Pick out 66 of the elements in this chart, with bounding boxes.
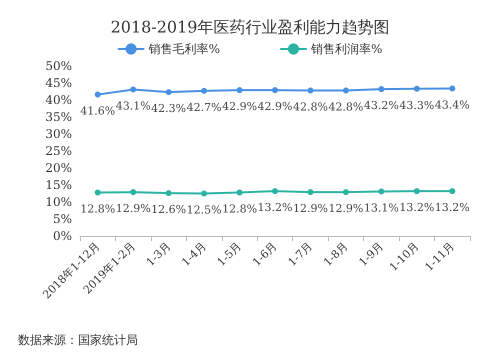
point: [449, 85, 456, 92]
x-tick-label: 1-9月: [356, 239, 386, 269]
point: [449, 188, 456, 194]
point: [414, 86, 420, 92]
y-tick-label: 5%: [52, 212, 72, 226]
point: [342, 87, 349, 94]
data-label: 43.3%: [399, 98, 434, 112]
point: [272, 188, 278, 194]
source-note: 数据来源：国家统计局: [18, 333, 138, 347]
point: [272, 87, 278, 94]
point: [378, 86, 384, 92]
data-label: 12.9%: [116, 202, 151, 216]
y-tick-label: 45%: [45, 76, 72, 90]
data-label: 12.5%: [186, 204, 222, 216]
point: [94, 189, 101, 196]
y-tick-label: 15%: [45, 178, 72, 192]
data-label: 42.8%: [328, 100, 364, 114]
point: [94, 92, 101, 98]
y-tick-label: 20%: [45, 161, 72, 175]
data-label: 13.1%: [364, 201, 399, 214]
x-tick-label: 1-7月: [286, 239, 316, 269]
y-tick-label: 40%: [45, 93, 72, 107]
y-tick-label: 0%: [52, 229, 72, 243]
data-label: 12.6%: [151, 203, 186, 216]
point: [166, 89, 172, 96]
data-label: 13.2%: [258, 201, 292, 214]
data-label: 12.8%: [80, 202, 116, 216]
data-label: 43.1%: [116, 99, 151, 112]
point: [307, 87, 314, 94]
data-label: 42.7%: [186, 100, 222, 114]
point: [378, 188, 384, 194]
x-tick-label: 1-4月: [179, 239, 209, 269]
legend-label: 销售利润率%: [310, 42, 382, 56]
data-label: 42.9%: [222, 100, 258, 114]
data-label: 12.9%: [328, 202, 364, 216]
data-label: 12.9%: [292, 202, 328, 216]
data-label: 42.9%: [258, 100, 292, 114]
chart-title: 2018-2019年医药行业盈利能力趋势图: [110, 18, 390, 36]
data-label: 12.8%: [222, 202, 258, 216]
point: [166, 190, 172, 196]
y-tick-label: 25%: [45, 144, 72, 158]
x-tick-label: 1-6月: [250, 239, 280, 269]
point: [201, 88, 208, 94]
data-label: 13.2%: [434, 201, 470, 214]
point: [307, 189, 314, 196]
point: [342, 189, 349, 196]
data-label: 41.6%: [80, 104, 116, 118]
y-tick-label: 35%: [45, 110, 72, 124]
data-label: 43.4%: [434, 98, 470, 112]
x-tick-label: 1-8月: [321, 239, 351, 269]
y-tick-label: 10%: [45, 195, 72, 209]
x-tick-label: 1-5月: [214, 239, 244, 269]
data-label: 13.2%: [399, 201, 434, 214]
data-label: 43.2%: [364, 99, 399, 112]
legend-label: 销售毛利率%: [148, 42, 220, 56]
y-tick-label: 30%: [45, 127, 72, 141]
point: [201, 190, 208, 196]
y-tick-label: 50%: [45, 59, 72, 73]
point: [236, 189, 243, 196]
data-label: 42.3%: [151, 102, 186, 116]
data-label: 42.8%: [292, 100, 328, 114]
point: [130, 86, 136, 92]
point: [130, 189, 136, 196]
x-tick-label: 1-3月: [144, 239, 174, 269]
point: [236, 87, 243, 94]
point: [414, 188, 420, 194]
